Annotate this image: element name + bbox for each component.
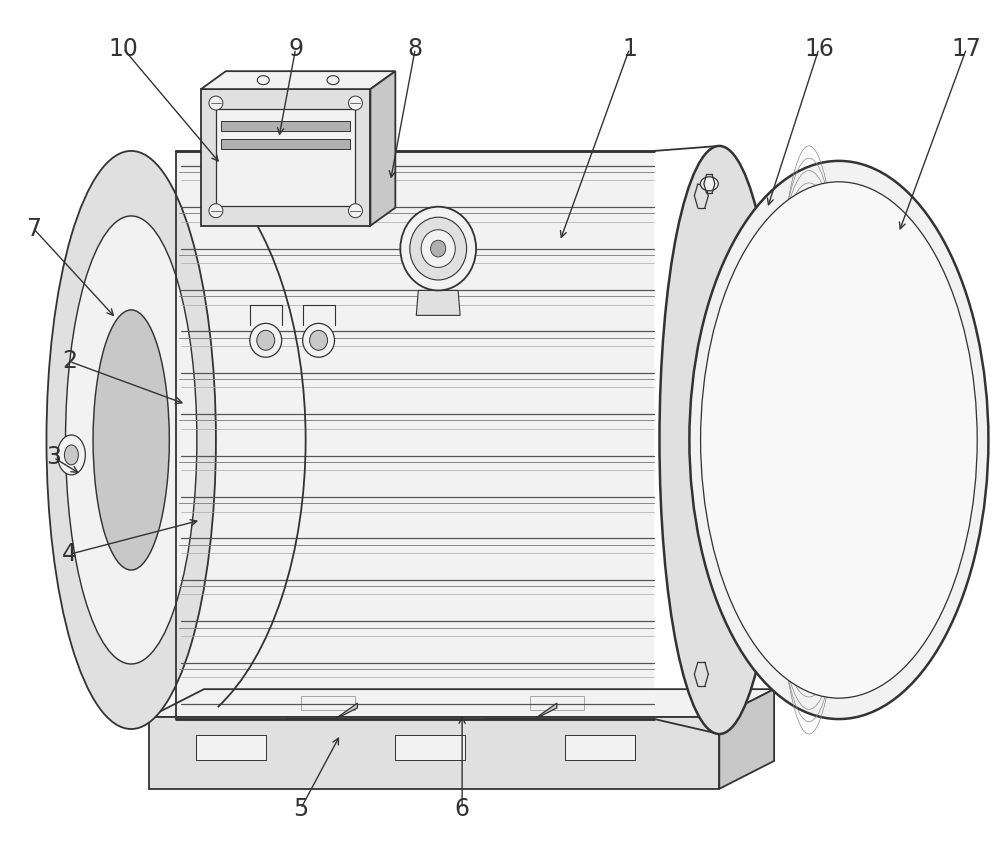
Polygon shape	[565, 735, 635, 760]
Polygon shape	[176, 150, 654, 719]
Ellipse shape	[209, 204, 223, 218]
Ellipse shape	[431, 240, 446, 257]
Text: 8: 8	[408, 36, 423, 60]
Ellipse shape	[659, 146, 779, 734]
Polygon shape	[201, 89, 370, 225]
Ellipse shape	[689, 161, 988, 719]
Polygon shape	[336, 703, 357, 719]
Ellipse shape	[93, 310, 169, 570]
Polygon shape	[530, 696, 584, 710]
Polygon shape	[719, 689, 774, 789]
Ellipse shape	[66, 216, 197, 664]
Text: 17: 17	[952, 36, 981, 60]
Text: 4: 4	[62, 543, 77, 566]
Ellipse shape	[348, 96, 362, 110]
Text: 16: 16	[804, 36, 834, 60]
Ellipse shape	[701, 181, 977, 698]
Ellipse shape	[257, 76, 269, 84]
Ellipse shape	[209, 96, 223, 110]
Ellipse shape	[327, 76, 339, 84]
Text: 6: 6	[455, 797, 470, 821]
Ellipse shape	[348, 204, 362, 218]
Ellipse shape	[64, 445, 78, 465]
Text: 2: 2	[62, 349, 77, 373]
Text: 5: 5	[293, 797, 308, 821]
Polygon shape	[416, 291, 460, 316]
Ellipse shape	[400, 206, 476, 291]
Polygon shape	[535, 703, 557, 719]
Polygon shape	[216, 109, 355, 206]
Polygon shape	[201, 71, 395, 89]
Ellipse shape	[303, 323, 335, 357]
Text: 7: 7	[26, 217, 41, 241]
Text: 9: 9	[288, 36, 303, 60]
Text: 1: 1	[622, 36, 637, 60]
Polygon shape	[221, 139, 350, 149]
Polygon shape	[221, 121, 350, 131]
Polygon shape	[196, 735, 266, 760]
Ellipse shape	[250, 323, 282, 357]
Ellipse shape	[700, 177, 718, 191]
Polygon shape	[149, 689, 774, 717]
Polygon shape	[395, 735, 465, 760]
Polygon shape	[149, 717, 719, 789]
Ellipse shape	[410, 218, 467, 280]
Polygon shape	[301, 696, 355, 710]
Ellipse shape	[421, 230, 455, 267]
Ellipse shape	[46, 150, 216, 729]
Ellipse shape	[310, 330, 328, 350]
Text: 3: 3	[46, 445, 61, 470]
Ellipse shape	[257, 330, 275, 350]
Ellipse shape	[57, 435, 85, 475]
Text: 10: 10	[108, 36, 138, 60]
Polygon shape	[370, 71, 395, 225]
